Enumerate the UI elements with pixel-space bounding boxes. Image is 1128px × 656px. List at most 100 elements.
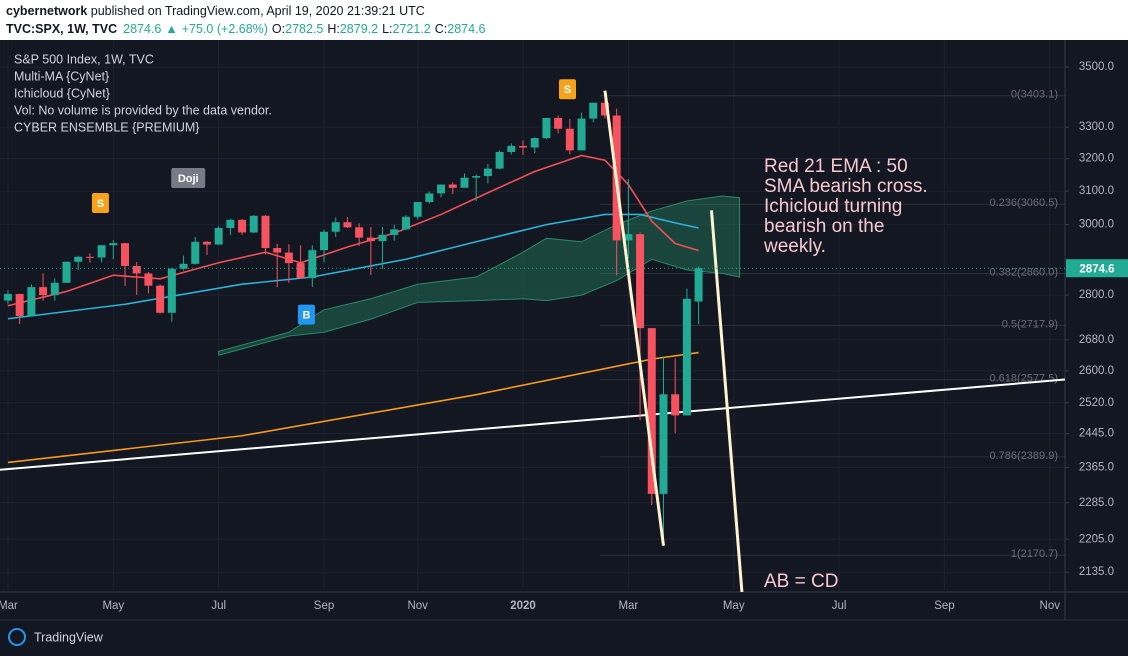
- candle-body: [600, 102, 609, 116]
- fib-label: 0.236(3060.5): [990, 197, 1059, 209]
- y-tick-label: 2800.0: [1079, 289, 1114, 301]
- candle-body: [448, 184, 457, 188]
- candle-body: [378, 234, 387, 242]
- x-tick-label: May: [102, 600, 124, 612]
- candle-body: [261, 215, 270, 249]
- fib-label: 0(3403.1): [1011, 89, 1058, 101]
- footer-brand: TradingView: [34, 630, 104, 644]
- legend-indicator: CYBER ENSEMBLE {PREMIUM}: [14, 120, 199, 134]
- price-badge: [1066, 259, 1128, 278]
- candle-body: [401, 216, 410, 230]
- candle-body: [577, 118, 586, 151]
- candle-body: [109, 243, 118, 246]
- price-badge-label: 2874.6: [1079, 263, 1114, 275]
- candle-body: [50, 282, 59, 296]
- candle-body: [390, 229, 399, 235]
- x-tick-label: Sep: [934, 600, 954, 612]
- y-tick-label: 3300.0: [1079, 121, 1114, 133]
- x-tick-label: May: [723, 600, 745, 612]
- candle-body: [132, 265, 141, 274]
- y-tick-label: 2135.0: [1079, 566, 1114, 578]
- x-tick-label: Nov: [1040, 600, 1061, 612]
- candle-body: [74, 256, 83, 262]
- fib-label: 0.786(2389.9): [990, 450, 1059, 462]
- candle-body: [3, 294, 12, 301]
- candle-body: [308, 250, 317, 279]
- annotation: Ichicloud turning: [764, 196, 902, 217]
- y-tick-label: 2600.0: [1079, 365, 1114, 377]
- arrow: ▲: [165, 22, 177, 36]
- ichimoku-cloud: [218, 195, 741, 356]
- l-key: L:: [382, 22, 392, 36]
- fib-label: 0.382(2860.0): [990, 266, 1059, 278]
- annotation: Red 21 EMA : 50: [764, 156, 908, 177]
- published: published on TradingView.com, April 19, …: [87, 4, 424, 18]
- candle-body: [320, 231, 329, 251]
- candle-body: [249, 215, 258, 233]
- trend-drawing: [603, 90, 665, 546]
- y-tick-label: 3500.0: [1079, 61, 1114, 73]
- o-val: 2782.5: [285, 22, 323, 36]
- h-key: H:: [327, 22, 340, 36]
- annotation: SMA bearish cross.: [764, 176, 928, 197]
- x-tick-label: Nov: [407, 600, 428, 612]
- candle-body: [671, 394, 680, 416]
- annotation: AB = CD: [764, 571, 838, 592]
- moving-line: [7, 351, 699, 464]
- signal-badge: [91, 193, 109, 214]
- legend-indicator: Ichicloud {CyNet}: [14, 86, 110, 100]
- candle-body: [97, 245, 106, 258]
- plot: 0(3403.1) 0.236(3060.5) 0.382(2860.0) 0.5(2…: [0, 40, 1065, 592]
- y-tick-label: 3200.0: [1079, 153, 1114, 165]
- candle-body: [62, 261, 71, 283]
- candle-body: [542, 117, 551, 139]
- trend-drawing: [709, 210, 744, 592]
- signal-badge: [297, 304, 315, 325]
- candle-body: [425, 193, 434, 203]
- candle-body: [144, 273, 153, 286]
- candle-body: [238, 219, 247, 233]
- candle-body: [472, 176, 481, 178]
- signal-badge: [559, 79, 577, 100]
- candle-body: [437, 184, 446, 194]
- candle-body: [214, 228, 223, 245]
- legend-title: S&P 500 Index, 1W, TVC: [14, 52, 154, 66]
- x-tick-label: Jul: [832, 600, 847, 612]
- candle-body: [15, 294, 24, 317]
- candle-body: [495, 151, 504, 169]
- signal-badge: [171, 167, 206, 188]
- moving-line: [7, 213, 699, 320]
- last: 2874.6: [123, 22, 161, 36]
- y-tick-label: 2285.0: [1079, 497, 1114, 509]
- candle-body: [284, 252, 293, 264]
- signal-label: S: [564, 84, 571, 96]
- candle-body: [355, 227, 364, 238]
- candle-body: [366, 237, 375, 242]
- candle-body: [483, 168, 492, 177]
- candle-body: [460, 177, 469, 188]
- fib-label: 1(2170.7): [1011, 548, 1058, 560]
- candle-body: [202, 241, 211, 245]
- legend-indicator: Multi-MA {CyNet}: [14, 69, 109, 83]
- y-tick-label: 3100.0: [1079, 185, 1114, 197]
- candle-body: [413, 202, 422, 217]
- header-bg: [0, 0, 1128, 40]
- y-tick-label: 2680.0: [1079, 334, 1114, 346]
- o-key: O:: [272, 22, 285, 36]
- candle-body: [647, 328, 656, 494]
- annotation: bearish on the: [764, 216, 884, 237]
- l-val: 2721.2: [393, 22, 431, 36]
- quote-line: TVC:SPX, 1W, TVC 2874.6 ▲ +75.0 (+2.68%) O:2…: [6, 22, 486, 36]
- symbol: TVC:SPX, 1W, TVC: [6, 22, 117, 36]
- y-tick-label: 2445.0: [1079, 428, 1114, 440]
- y-tick-label: 2365.0: [1079, 462, 1114, 474]
- x-tick-label: Mar: [0, 600, 18, 612]
- candle-body: [296, 263, 305, 279]
- logo: [8, 628, 26, 646]
- x-tick-label: 2020: [510, 600, 536, 612]
- candle-body: [589, 102, 598, 119]
- candle-body: [156, 285, 165, 313]
- h-val: 2879.2: [340, 22, 378, 36]
- candle-body: [191, 241, 200, 264]
